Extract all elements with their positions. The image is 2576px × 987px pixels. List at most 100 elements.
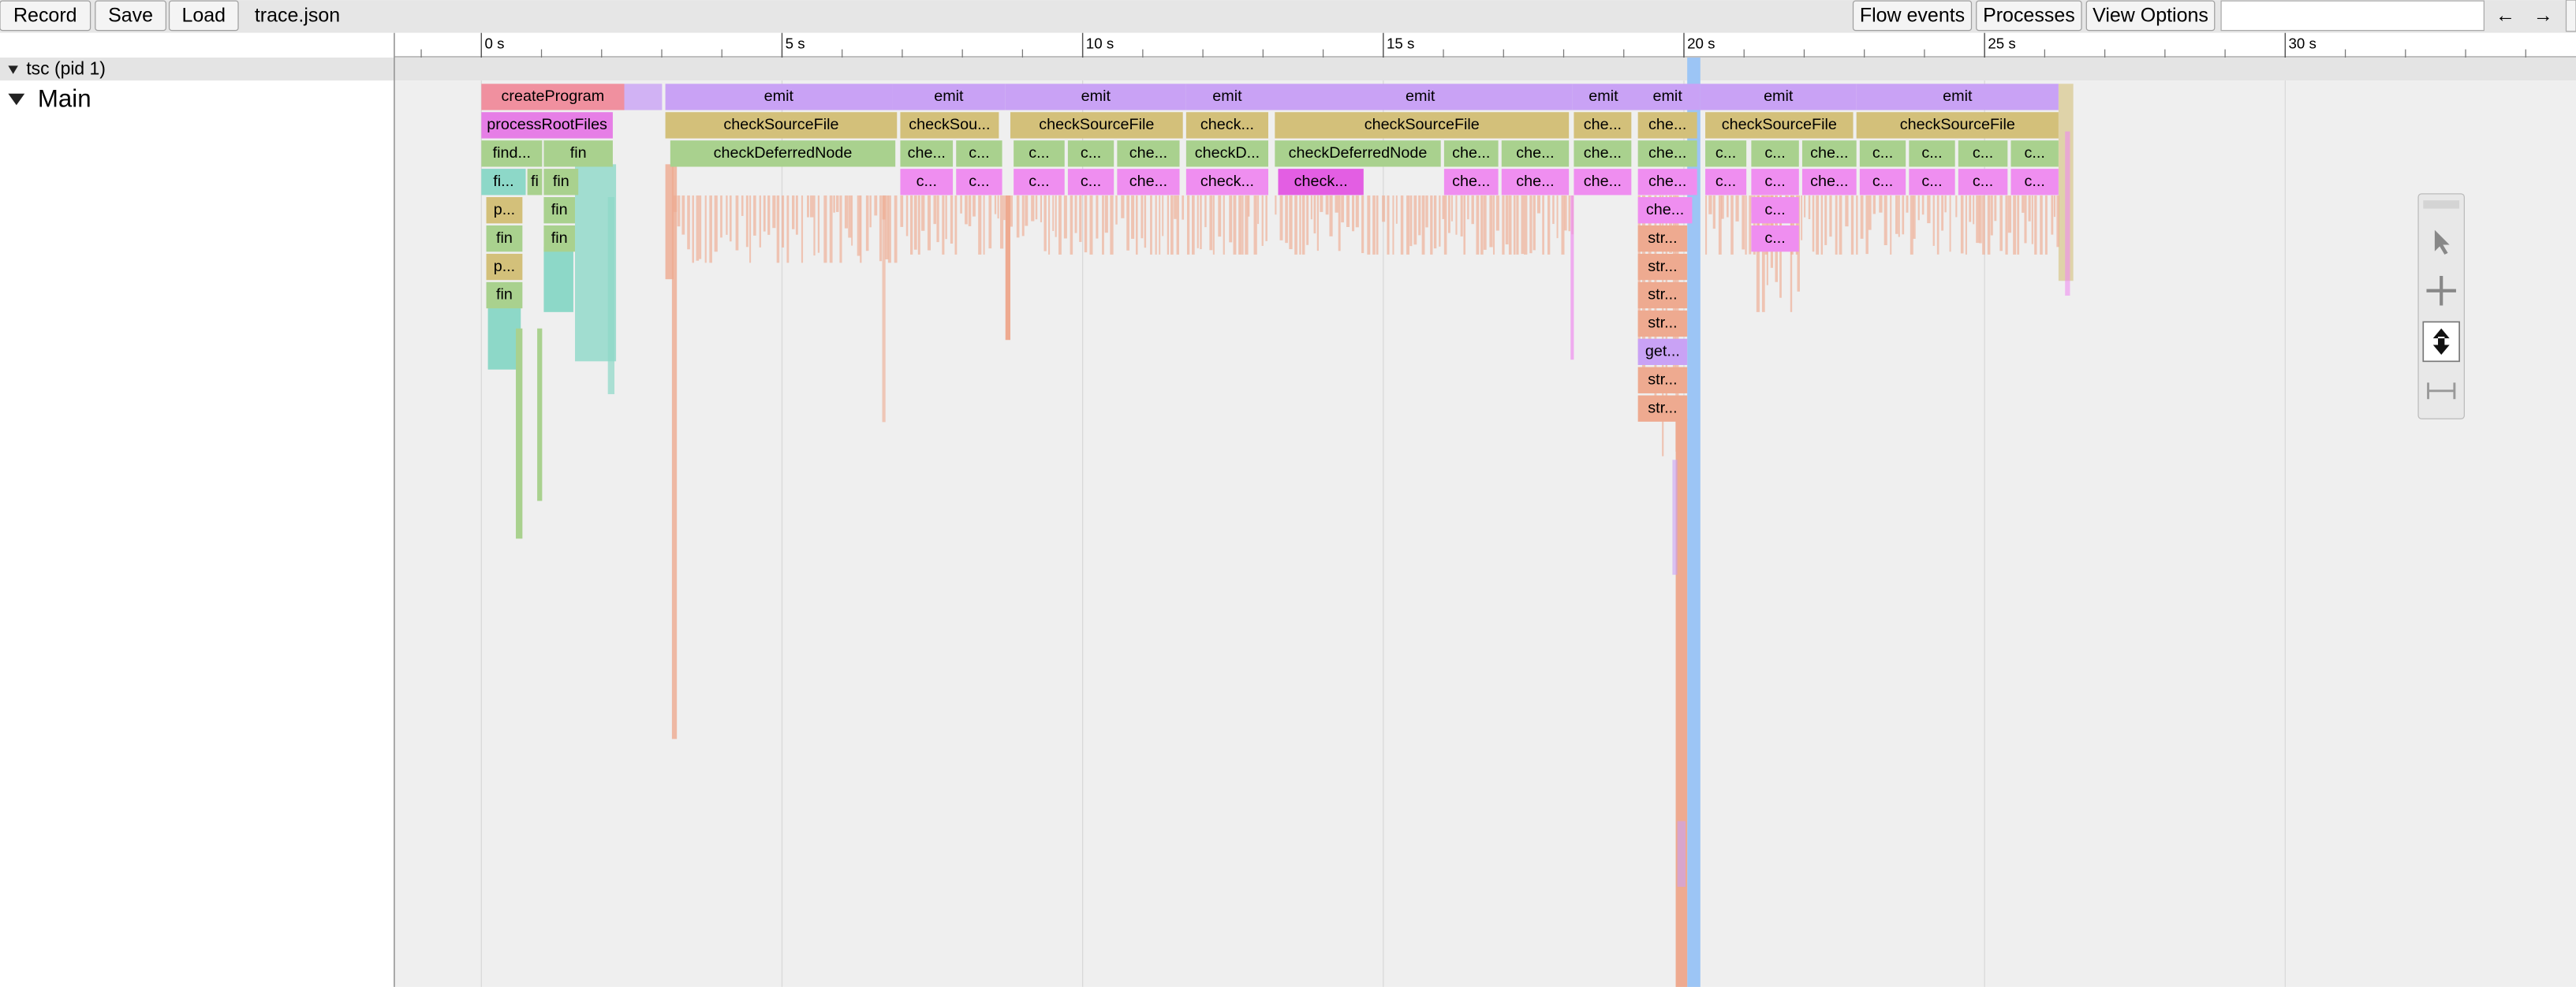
slice[interactable]: str...	[1637, 225, 1688, 252]
slice[interactable]: c...	[1067, 140, 1114, 167]
slice[interactable]: c...	[1014, 140, 1065, 167]
small-slice	[1265, 195, 1267, 241]
slice[interactable]: fi	[527, 169, 543, 196]
slice[interactable]: che...	[1443, 140, 1499, 167]
button[interactable]: Load	[168, 0, 239, 32]
small-slice	[882, 195, 886, 423]
slice[interactable]: checkSourceFile	[1275, 112, 1570, 139]
slice-label: check...	[1200, 173, 1254, 190]
slice[interactable]: c...	[1751, 225, 1799, 252]
slice[interactable]: str...	[1637, 310, 1688, 337]
small-slice	[1150, 195, 1152, 255]
slice[interactable]: c...	[956, 169, 1002, 196]
slice[interactable]: c...	[1705, 169, 1747, 196]
slice[interactable]: c...	[1705, 140, 1747, 167]
slice[interactable]: che...	[1501, 169, 1570, 196]
slice[interactable]: che...	[1501, 140, 1570, 167]
slice[interactable]: emit	[1005, 84, 1186, 110]
slice[interactable]: emit	[1700, 84, 1857, 110]
slice[interactable]: c...	[1859, 140, 1906, 167]
slice[interactable]: emit	[1268, 84, 1573, 110]
slice[interactable]: che...	[1637, 112, 1697, 139]
slice[interactable]: p...	[486, 197, 523, 224]
slice[interactable]: checkDeferredNode	[1275, 140, 1441, 167]
slice[interactable]: str...	[1637, 367, 1688, 393]
slice[interactable]: che...	[1574, 140, 1632, 167]
slice[interactable]: c...	[956, 140, 1002, 167]
slice[interactable]: c...	[1751, 197, 1799, 224]
slice[interactable]: che...	[1574, 112, 1632, 139]
slice[interactable]: che...	[1637, 197, 1693, 224]
slice[interactable]: fin	[486, 225, 523, 252]
slice[interactable]: fin	[543, 169, 579, 196]
slice[interactable]: createProgram	[481, 84, 625, 110]
slice[interactable]: che...	[1117, 169, 1180, 196]
slice[interactable]: str...	[1637, 281, 1688, 309]
slice[interactable]: check...	[1185, 112, 1269, 139]
slice[interactable]: str...	[1637, 395, 1688, 422]
button[interactable]: Flow events	[1852, 0, 1973, 32]
slice[interactable]: fin	[543, 197, 576, 224]
slice[interactable]: checkDeferredNode	[670, 140, 896, 167]
slice[interactable]: che...	[1574, 169, 1632, 196]
select-tool[interactable]	[2434, 229, 2450, 255]
slice[interactable]: fin	[486, 281, 523, 309]
slice[interactable]: fi...	[481, 169, 526, 196]
slice[interactable]: str...	[1637, 253, 1688, 281]
small-slice	[1533, 195, 1536, 251]
small-slice	[1425, 195, 1428, 228]
slice[interactable]: c...	[1014, 169, 1065, 196]
slice[interactable]: c...	[2010, 140, 2059, 167]
timing-tool[interactable]	[2427, 382, 2456, 400]
slice[interactable]: c...	[1909, 140, 1955, 167]
slice[interactable]: emit	[1856, 84, 2059, 110]
search-box[interactable]	[2220, 0, 2485, 32]
collapse-arrow[interactable]	[8, 65, 18, 74]
slice[interactable]: c...	[2010, 169, 2059, 196]
slice[interactable]: c...	[1909, 169, 1955, 196]
slice-box	[1856, 112, 2059, 139]
button[interactable]: Processes	[1976, 0, 2082, 32]
slice[interactable]: c...	[1859, 169, 1906, 196]
slice[interactable]: c...	[1751, 169, 1799, 196]
slice[interactable]: checkSou...	[900, 112, 999, 139]
slice[interactable]: emit	[1185, 84, 1269, 110]
slice[interactable]: checkSourceFile	[1010, 112, 1183, 139]
slice[interactable]: fin	[543, 140, 613, 167]
slice[interactable]: c...	[900, 169, 954, 196]
slice[interactable]: find...	[481, 140, 543, 167]
slice[interactable]: che...	[1637, 140, 1697, 167]
nav-arrow[interactable]: ←	[2496, 5, 2515, 27]
slice[interactable]: check...	[1278, 169, 1364, 196]
slice[interactable]: emit	[1572, 84, 1635, 110]
slice[interactable]: get...	[1637, 338, 1688, 366]
slice[interactable]: emit	[892, 84, 1006, 110]
slice[interactable]: checkSourceFile	[1705, 112, 1854, 139]
slice[interactable]: c...	[1958, 140, 2008, 167]
slice[interactable]: c...	[1751, 140, 1799, 167]
slice[interactable]: processRootFiles	[481, 112, 613, 139]
slice[interactable]: che...	[1443, 169, 1499, 196]
slice[interactable]: emit	[1634, 84, 1701, 110]
slice[interactable]: p...	[486, 253, 523, 281]
button[interactable]: Record	[0, 0, 91, 32]
slice[interactable]: fin	[543, 225, 576, 252]
slice[interactable]: c...	[1958, 169, 2008, 196]
nav-arrow[interactable]: →	[2533, 5, 2553, 27]
slice[interactable]: c...	[1067, 169, 1114, 196]
button[interactable]: View Options	[2085, 0, 2216, 32]
slice[interactable]: checkSourceFile	[1856, 112, 2059, 139]
button[interactable]: Save	[95, 0, 166, 32]
slice[interactable]: che...	[1117, 140, 1180, 167]
slice[interactable]: emit	[665, 84, 893, 110]
slice[interactable]: che...	[1801, 169, 1857, 196]
pan-tool[interactable]	[2426, 276, 2456, 306]
small-slice	[885, 195, 889, 259]
slice[interactable]: checkD...	[1185, 140, 1269, 167]
slice[interactable]: check...	[1185, 169, 1269, 196]
slice[interactable]: che...	[1801, 140, 1857, 167]
collapse-arrow[interactable]	[8, 93, 25, 106]
slice[interactable]: che...	[1637, 169, 1697, 196]
slice[interactable]: che...	[900, 140, 954, 167]
slice[interactable]: checkSourceFile	[665, 112, 898, 139]
